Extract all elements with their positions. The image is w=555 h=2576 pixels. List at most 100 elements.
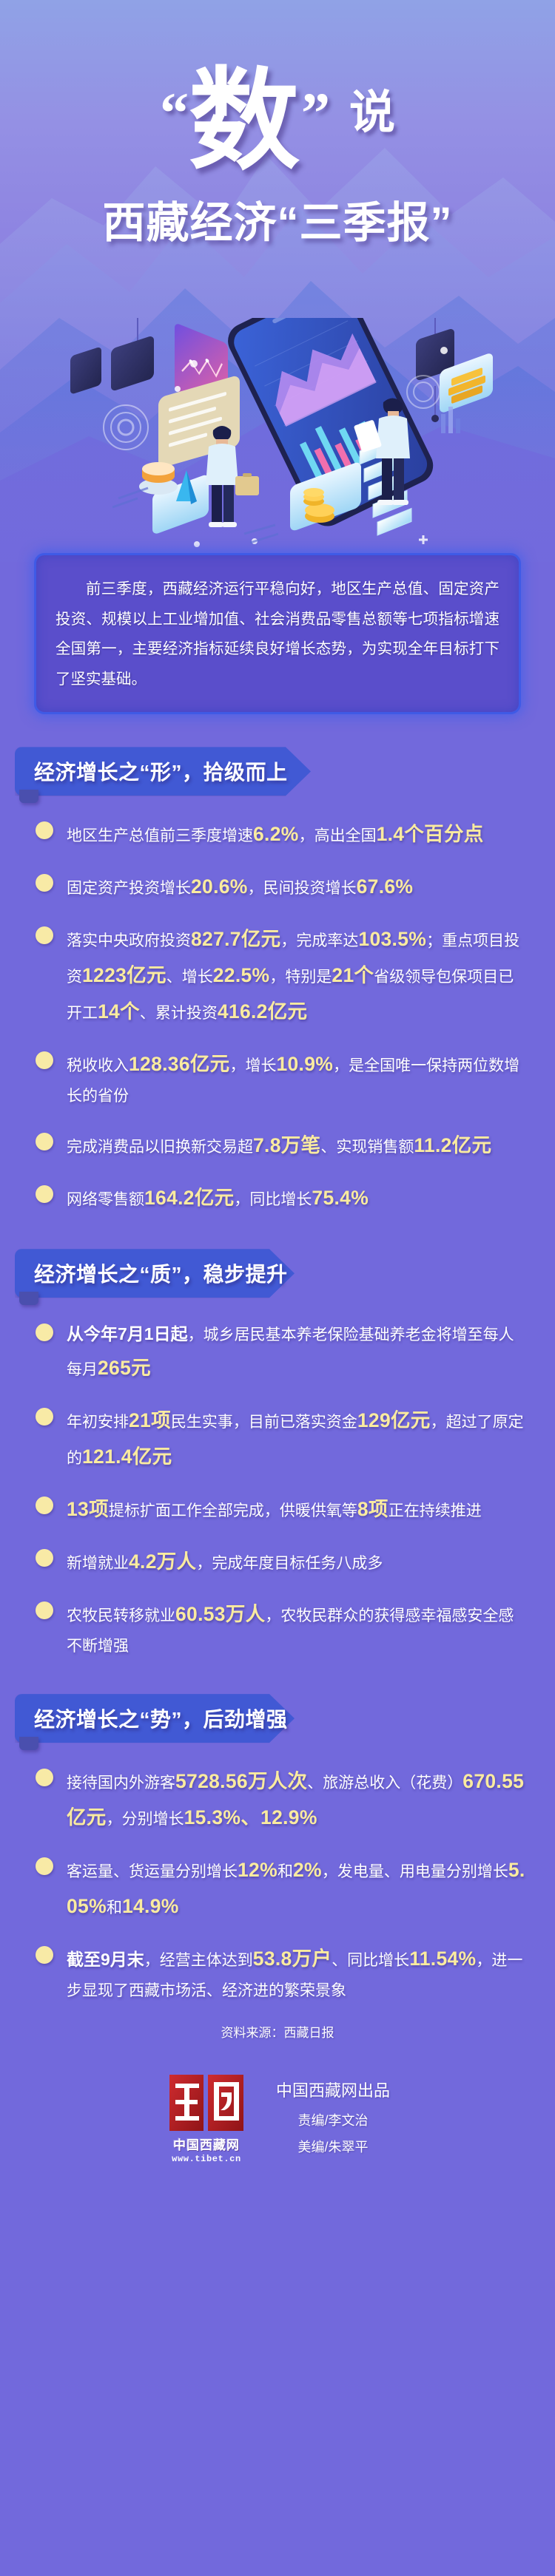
plain-text: ，经营主体达到 (144, 1952, 253, 1970)
bullet-dot-icon (36, 821, 53, 840)
bullet-text: 农牧民转移就业60.53万人，农牧民群众的获得感幸福感安全感不断增强 (67, 1596, 525, 1661)
plain-text: 、实现销售额 (320, 1139, 414, 1156)
highlight-value: 53.8万户 (252, 1948, 332, 1970)
highlight-value: 11.2亿元 (414, 1134, 492, 1157)
bullet-item: 13项提标扩面工作全部完成，供暖供氧等8项正在持续推进 (33, 1491, 525, 1528)
banner-fold-tab (19, 1737, 38, 1751)
bullet-item: 年初安排21项民生实事，目前已落实资金129亿元，超过了原定的121.4亿元 (33, 1403, 525, 1475)
highlight-value: 2% (292, 1859, 322, 1882)
plain-text: 、增长 (166, 969, 213, 986)
bullet-dot-icon (36, 1408, 53, 1426)
section-banner-2: 经济增长之“质”，稳步提升 (15, 1249, 295, 1306)
bullet-dot-icon (36, 1601, 53, 1620)
bullet-item: 截至9月末，经营主体达到53.8万户、同比增长11.54%，进一步显现了西藏市场… (33, 1941, 525, 2006)
plain-text: 和 (277, 1863, 293, 1881)
plain-text: 新增就业 (67, 1555, 129, 1573)
highlight-value: 12% (238, 1859, 278, 1882)
title-row-primary: “数” 说 (0, 65, 555, 176)
plain-text: 税收收入 (67, 1057, 129, 1075)
banner-fold-tab (19, 1292, 38, 1306)
plain-text: 民生实事，目前已落实资金 (170, 1414, 357, 1431)
highlight-value: 60.53万人 (175, 1603, 266, 1626)
bullet-item: 新增就业4.2万人，完成年度目标任务八成多 (33, 1544, 525, 1580)
highlight-value: 265元 (98, 1357, 151, 1380)
highlight-value: 14个 (98, 1000, 140, 1023)
credits-block: 中国西藏网出品 责编/李文治 美编/朱翠平 (276, 2073, 390, 2163)
intro-section: 前三季度，西藏经济运行平稳向好，地区生产总值、固定资产投资、规模以上工业增加值、… (0, 553, 555, 715)
plain-text: ，完成年度目标任务八成多 (196, 1555, 383, 1573)
plain-text: 省级领导包保项目已开工 (67, 969, 514, 1023)
highlight-value: 164.2亿元 (144, 1187, 235, 1210)
bullet-text: 税收收入128.36亿元，增长10.9%，是全国唯一保持两位数增长的省份 (67, 1046, 525, 1111)
bullet-item: 完成消费品以旧换新交易超7.8万笔、实现销售额11.2亿元 (33, 1128, 525, 1164)
highlight-value: 10.9% (276, 1053, 334, 1076)
bullet-text: 网络零售额164.2亿元，同比增长75.4% (67, 1180, 525, 1216)
highlight-value: 4.2万人 (129, 1550, 197, 1573)
plain-text: 正在持续推进 (388, 1502, 482, 1520)
banner-arrow-shape (15, 747, 311, 796)
section-banner-1: 经济增长之“形”，拾级而上 (15, 747, 311, 804)
emphasis-text: 从今年7月1日起 (67, 1324, 188, 1344)
bullet-item: 从今年7月1日起，城乡居民基本养老保险基础养老金将增至每人每月265元 (33, 1318, 525, 1386)
highlight-value: 67.6% (356, 875, 414, 898)
quote-close-mark: ” (301, 81, 330, 146)
source-note: 资料来源：西藏日报 (221, 2025, 334, 2040)
bullet-item: 地区生产总值前三季度增速6.2%，高出全国1.4个百分点 (33, 816, 525, 853)
bullet-item: 接待国内外游客5728.56万人次、旅游总收入（花费）670.55亿元，分别增长… (33, 1763, 525, 1836)
highlight-value: 13项 (67, 1498, 109, 1521)
highlight-value: 129亿元 (357, 1409, 431, 1432)
highlight-value: 1.4个百分点 (376, 823, 484, 846)
highlight-value: 103.5% (358, 928, 427, 951)
banner-arrow-shape (15, 1694, 295, 1743)
bullet-item: 农牧民转移就业60.53万人，农牧民群众的获得感幸福感安全感不断增强 (33, 1596, 525, 1661)
bullet-text: 客运量、货运量分别增长12%和2%，发电量、用电量分别增长5.05%和14.9% (67, 1852, 525, 1925)
bullet-text: 落实中央政府投资827.7亿元，完成率达103.5%；重点项目投资1223亿元、… (67, 921, 525, 1030)
plain-text: 完成消费品以旧换新交易超 (67, 1139, 253, 1156)
highlight-value: 15.3%、12.9% (184, 1806, 317, 1829)
highlight-value: 5728.56万人次 (175, 1770, 308, 1793)
sections-container: 经济增长之“形”，拾级而上地区生产总值前三季度增速6.2%，高出全国1.4个百分… (0, 747, 555, 2006)
bullet-dot-icon (36, 1857, 53, 1876)
bullet-item: 网络零售额164.2亿元，同比增长75.4% (33, 1180, 525, 1216)
plain-text: 地区生产总值前三季度增速 (67, 827, 253, 845)
editor-credit: 责编/李文治 (297, 2112, 369, 2128)
section-3: 经济增长之“势”，后劲增强接待国内外游客5728.56万人次、旅游总收入（花费）… (0, 1694, 555, 2006)
bullet-item: 税收收入128.36亿元，增长10.9%，是全国唯一保持两位数增长的省份 (33, 1046, 525, 1111)
banner-arrow-shape (15, 1249, 295, 1298)
logo-name: 中国西藏网 (172, 2138, 240, 2152)
bullet-dot-icon (36, 926, 53, 945)
bullet-item: 固定资产投资增长20.6%，民间投资增长67.6% (33, 869, 525, 905)
plain-text: 接待国内外游客 (67, 1775, 175, 1792)
bullet-dot-icon (36, 1051, 53, 1070)
plain-text: 农牧民转移就业 (67, 1607, 175, 1625)
hero-subtitle: 西藏经济“三季报” (102, 199, 453, 247)
title-char-shuo: 说 (349, 87, 396, 139)
plain-text: ，同比增长 (234, 1191, 312, 1209)
highlight-value: 128.36亿元 (129, 1053, 230, 1076)
bullet-text: 接待国内外游客5728.56万人次、旅游总收入（花费）670.55亿元，分别增长… (67, 1763, 525, 1836)
plain-text: ，分别增长 (106, 1811, 184, 1828)
plain-text: ，增长 (229, 1057, 277, 1075)
plain-text: 、累计投资 (139, 1005, 218, 1023)
plain-text: ，发电量、用电量分别增长 (321, 1863, 508, 1881)
bullet-dot-icon (36, 1185, 53, 1204)
bullet-dot-icon (36, 1323, 53, 1342)
bullet-text: 新增就业4.2万人，完成年度目标任务八成多 (67, 1544, 525, 1580)
plain-text: 提标扩面工作全部完成，供暖供氧等 (108, 1502, 357, 1520)
plain-text: 和 (106, 1899, 122, 1917)
plain-text: 年初安排 (67, 1414, 129, 1431)
highlight-value: 22.5% (212, 964, 270, 987)
site-logo[interactable]: 中国西藏网 www.tibet.cn (165, 2073, 248, 2164)
highlight-value: 8项 (357, 1498, 388, 1521)
highlight-value: 5.05% (67, 1859, 525, 1918)
plain-text: ，城乡居民基本养老保险基础养老金将增至每人每月 (67, 1326, 514, 1379)
bullet-dot-icon (36, 1769, 53, 1787)
section-title: 经济增长之“形”，拾级而上 (34, 761, 288, 784)
bullet-dot-icon (36, 1946, 53, 1965)
plain-text: 固定资产投资增长 (67, 880, 191, 898)
plain-text: 、同比增长 (332, 1952, 410, 1970)
section-banner-3: 经济增长之“势”，后劲增强 (15, 1694, 295, 1751)
section-title: 经济增长之“势”，后劲增强 (34, 1708, 288, 1732)
highlight-value: 6.2% (253, 823, 299, 846)
